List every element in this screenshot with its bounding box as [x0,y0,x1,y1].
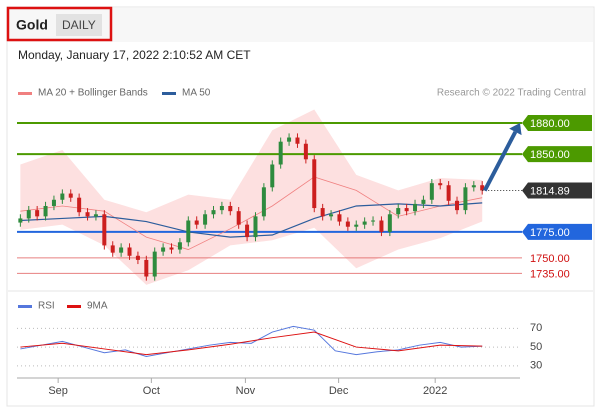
indicator-line [20,325,483,357]
candle-body [320,208,325,217]
candle-body [144,259,149,277]
ma-line [20,202,483,238]
candle-body [93,214,98,217]
legend-swatch [18,305,32,308]
legend-label: RSI [38,301,55,312]
candle-body [169,247,174,250]
candle-body [35,210,40,217]
legend-swatch [67,305,81,308]
level-tag [522,223,592,240]
ma-line [20,176,483,250]
candle-body [261,187,266,217]
candle-body [219,205,224,211]
level-tag [522,146,592,163]
candle-body [203,214,208,225]
last-price-label: 1814.89 [530,185,570,197]
candle-body [379,220,384,232]
candle-body [278,141,283,165]
candle-body [102,214,107,246]
highlight-box [6,6,113,42]
candle-body [429,183,434,200]
x-tick-label: Nov [236,385,256,397]
level-label: 1735.00 [530,268,570,280]
x-tick-label: 2022 [423,385,447,397]
last-price-tag [522,182,592,199]
candle-body [413,203,418,212]
candle-body [245,224,250,238]
candle-body [295,137,300,144]
forecast-arrow [482,130,518,192]
bollinger-band [20,109,483,285]
level-tag [522,115,592,132]
candle-body [85,212,90,217]
instrument: Gold [16,17,48,33]
candle-body [337,214,342,222]
candle-body [446,185,451,201]
x-tick-label: Sep [48,385,68,397]
candle-body [312,159,317,209]
y-tick-label: 70 [530,322,542,334]
candle-body [471,185,476,188]
legend-label: 9MA [87,301,108,312]
candle-body [387,214,392,232]
date: Monday, January 17, 2022 2:10:52 AM CET [18,48,251,62]
candle-body [371,220,376,222]
legend-label: MA 20 + Bollinger Bands [38,88,148,99]
candle-body [270,164,275,188]
candle-body [421,199,426,204]
candle-body [253,216,258,238]
candle-body [455,200,460,211]
candle-body [26,210,31,219]
candle-body [127,247,132,256]
candle-body [18,218,23,223]
candle-body [404,208,409,212]
candle-body [135,255,140,260]
candle-body [68,193,73,198]
legend-label: MA 50 [182,88,211,99]
candle-body [362,221,367,225]
credit: Research © 2022 Trading Central [437,88,586,99]
candle-body [211,210,216,215]
candle-body [186,220,191,243]
candle-body [228,205,233,212]
level-label: 1850.00 [530,149,570,161]
level-label: 1880.00 [530,118,570,130]
level-label: 1750.00 [530,253,570,265]
candle-body [345,221,350,227]
candle-body [161,247,166,252]
candle-body [463,187,468,211]
y-tick-label: 50 [530,341,542,353]
candle-body [194,220,199,225]
candle-body [287,137,292,142]
arrow-head [509,123,522,136]
candle-body [77,197,82,213]
legend-swatch [18,92,32,95]
x-tick-label: Oct [143,385,160,397]
header-bar [8,8,593,42]
candle-body [236,211,241,225]
candle-body [152,251,157,277]
indicator-line [20,331,483,356]
candle-body [396,208,401,215]
candle-body [60,193,65,200]
candle-body [110,245,115,253]
legend-swatch [162,92,176,95]
timeframe[interactable]: DAILY [62,18,96,32]
x-tick-label: Dec [329,385,349,397]
candle-body [43,205,48,217]
candle-body [438,183,443,186]
candle-body [177,242,182,250]
candle-body [480,185,485,191]
candle-body [329,214,334,217]
y-tick-label: 30 [530,360,542,372]
candle-body [119,247,124,253]
level-label: 1775.00 [530,227,570,239]
candle-body [354,224,359,227]
timeframe-chip[interactable] [56,14,102,36]
candle-body [51,199,56,206]
candle-body [303,143,308,160]
